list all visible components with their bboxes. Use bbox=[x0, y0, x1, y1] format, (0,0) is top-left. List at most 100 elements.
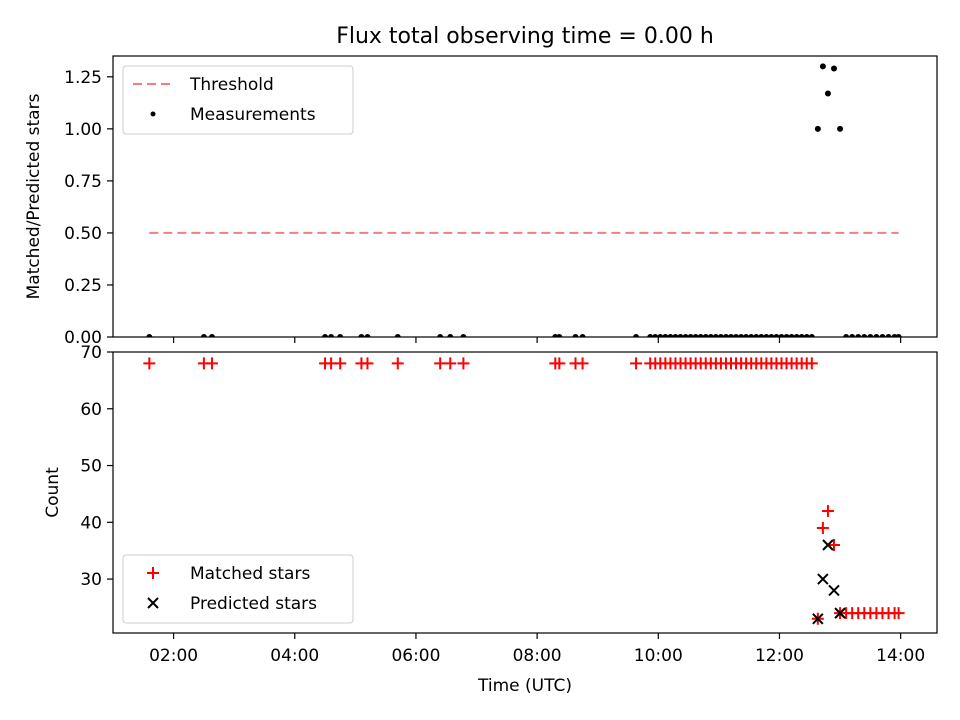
legend-label: Matched stars bbox=[190, 564, 310, 584]
measurement-point bbox=[879, 334, 886, 337]
legend-box bbox=[122, 554, 354, 624]
y-axis-label: Count bbox=[43, 467, 63, 518]
measurement-point bbox=[743, 334, 750, 337]
measurement-point bbox=[748, 334, 755, 337]
y-tick-label: 30 bbox=[80, 570, 102, 590]
measurement-point bbox=[146, 334, 153, 337]
predicted-star-point bbox=[822, 539, 834, 551]
measurement-point bbox=[733, 334, 740, 337]
measurement-point bbox=[337, 334, 344, 337]
measurement-point bbox=[322, 334, 329, 337]
matched-star-point bbox=[553, 357, 566, 370]
x-tick-label: 08:00 bbox=[513, 646, 562, 666]
legend-label: Threshold bbox=[189, 75, 274, 95]
measurement-point bbox=[831, 65, 837, 72]
legend-measurement-swatch bbox=[150, 111, 156, 117]
measurement-point bbox=[672, 334, 679, 337]
matched-star-point bbox=[444, 357, 457, 370]
matched-star-point bbox=[143, 357, 156, 370]
predicted-star-point bbox=[828, 584, 840, 597]
measurement-point bbox=[556, 334, 563, 337]
measurement-point bbox=[692, 334, 699, 337]
matched-star-point bbox=[630, 357, 643, 370]
measurement-point bbox=[824, 90, 831, 97]
measurement-point bbox=[722, 334, 729, 337]
predicted-star-point bbox=[817, 573, 829, 585]
legend-box bbox=[122, 65, 354, 135]
measurement-point bbox=[208, 334, 215, 337]
y-tick-label: 0.00 bbox=[64, 328, 102, 348]
matched-star-point bbox=[391, 357, 404, 370]
measurement-point bbox=[662, 334, 669, 337]
measurement-point bbox=[849, 334, 856, 337]
measurement-point bbox=[763, 334, 770, 337]
measurement-point bbox=[783, 334, 790, 337]
bottom-panel: 30 40 50 60 70 02:00 04:00 06:00 08:00 10:00 12:00… bbox=[43, 343, 938, 696]
measurement-point bbox=[808, 334, 815, 337]
x-tick-label: 06:00 bbox=[391, 646, 440, 666]
measurement-point bbox=[753, 334, 760, 337]
predicted-star-point bbox=[834, 607, 846, 619]
measurement-point bbox=[572, 334, 579, 337]
matched-star-point bbox=[205, 357, 218, 370]
measurement-point bbox=[364, 334, 371, 337]
plot-area bbox=[143, 357, 905, 625]
measurement-point bbox=[814, 125, 821, 132]
measurement-point bbox=[728, 334, 734, 337]
y-tick-label: 1.25 bbox=[64, 68, 102, 88]
measurement-point bbox=[768, 334, 775, 337]
y-tick-label: 0.75 bbox=[64, 172, 102, 192]
measurement-point bbox=[652, 334, 659, 337]
y-tick-label: 0.25 bbox=[64, 276, 102, 296]
measurement-point bbox=[837, 125, 844, 132]
measurement-point bbox=[437, 334, 444, 337]
legend: Threshold Measurements bbox=[122, 65, 354, 135]
measurement-point bbox=[447, 334, 454, 337]
measurement-point bbox=[712, 334, 719, 337]
y-tick-label: 1.00 bbox=[64, 120, 102, 140]
measurement-point bbox=[657, 334, 664, 337]
measurement-point bbox=[702, 334, 709, 337]
y-tick-label: 0.50 bbox=[64, 224, 102, 244]
measurement-point bbox=[793, 334, 800, 337]
measurement-point bbox=[855, 334, 862, 337]
y-tick-label: 70 bbox=[80, 343, 102, 363]
matched-star-point bbox=[816, 521, 829, 534]
legend: Matched stars Predicted stars bbox=[122, 554, 354, 624]
matched-star-point bbox=[828, 539, 840, 552]
legend-label: Predicted stars bbox=[190, 594, 317, 614]
measurement-point bbox=[707, 334, 714, 337]
matched-star-point bbox=[805, 357, 818, 370]
measurement-point bbox=[861, 334, 868, 337]
matched-star-point bbox=[361, 357, 374, 370]
matched-star-point bbox=[434, 357, 447, 370]
legend-predicted-swatch bbox=[147, 597, 159, 609]
legend-matched-swatch bbox=[147, 567, 159, 579]
measurement-point bbox=[788, 334, 795, 337]
x-axis-label: Time (UTC) bbox=[477, 676, 572, 696]
measurement-point bbox=[758, 334, 765, 337]
matched-star-point bbox=[821, 504, 834, 517]
measurement-point bbox=[738, 334, 745, 337]
matched-star-point bbox=[576, 357, 589, 370]
measurement-point bbox=[798, 334, 805, 337]
measurement-point bbox=[697, 334, 704, 337]
measurement-point bbox=[773, 334, 780, 337]
x-tick-label: 02:00 bbox=[149, 646, 198, 666]
measurement-point bbox=[328, 334, 335, 337]
measurement-point bbox=[717, 334, 724, 337]
measurement-point bbox=[677, 334, 684, 337]
measurement-point bbox=[200, 334, 207, 337]
measurement-point bbox=[460, 334, 467, 337]
measurement-point bbox=[867, 334, 874, 337]
measurement-point bbox=[778, 334, 785, 337]
axes-frame bbox=[112, 351, 938, 634]
measurement-point bbox=[687, 334, 694, 337]
plot-area bbox=[146, 63, 902, 337]
measurement-point bbox=[885, 334, 892, 337]
x-tick-label: 10:00 bbox=[634, 646, 683, 666]
predicted-star-point bbox=[812, 613, 824, 625]
measurement-point bbox=[633, 334, 640, 337]
measurement-point bbox=[647, 334, 654, 337]
y-tick-label: 40 bbox=[80, 513, 102, 533]
